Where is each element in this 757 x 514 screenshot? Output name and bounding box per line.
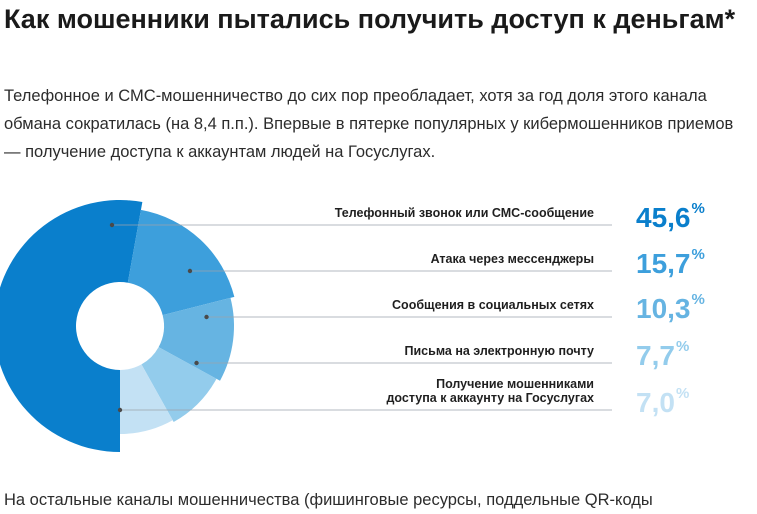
value-label: 15,7 — [636, 248, 691, 279]
donut-slice — [141, 347, 217, 423]
donut-slice — [120, 364, 173, 434]
value-label: 7,7 — [636, 340, 675, 371]
category-label: Получение мошенниками — [436, 377, 594, 391]
category-label: Телефонный звонок или СМС-сообщение — [335, 206, 594, 220]
footer-text: На остальные каналы мошенничества (фишин… — [4, 491, 653, 509]
donut-slice — [127, 209, 235, 316]
category-label: Письма на электронную почту — [405, 344, 595, 358]
value-label: 7,0 — [636, 387, 675, 418]
percent-sign: % — [676, 385, 689, 402]
value-label: 10,3 — [636, 293, 691, 324]
leader-dot — [204, 314, 209, 320]
leader-dot — [194, 360, 199, 366]
percent-sign: % — [692, 291, 705, 308]
leader-dot — [109, 222, 115, 228]
category-label: Сообщения в социальных сетях — [392, 298, 594, 312]
percent-sign: % — [676, 338, 689, 355]
percent-sign: % — [692, 200, 705, 217]
category-label: доступа к аккаунту на Госуслугах — [386, 391, 594, 405]
chart-subtitle: Телефонное и СМС-мошенничество до сих по… — [4, 87, 734, 161]
leader-dot — [117, 407, 123, 413]
chart-title: Как мошенники пытались получить доступ к… — [4, 4, 736, 34]
donut-slice — [0, 200, 143, 452]
value-label: 45,6 — [636, 202, 691, 233]
leader-dot — [187, 268, 193, 274]
category-label: Атака через мессенджеры — [431, 252, 594, 266]
donut-slice — [158, 297, 234, 381]
percent-sign: % — [692, 246, 705, 263]
